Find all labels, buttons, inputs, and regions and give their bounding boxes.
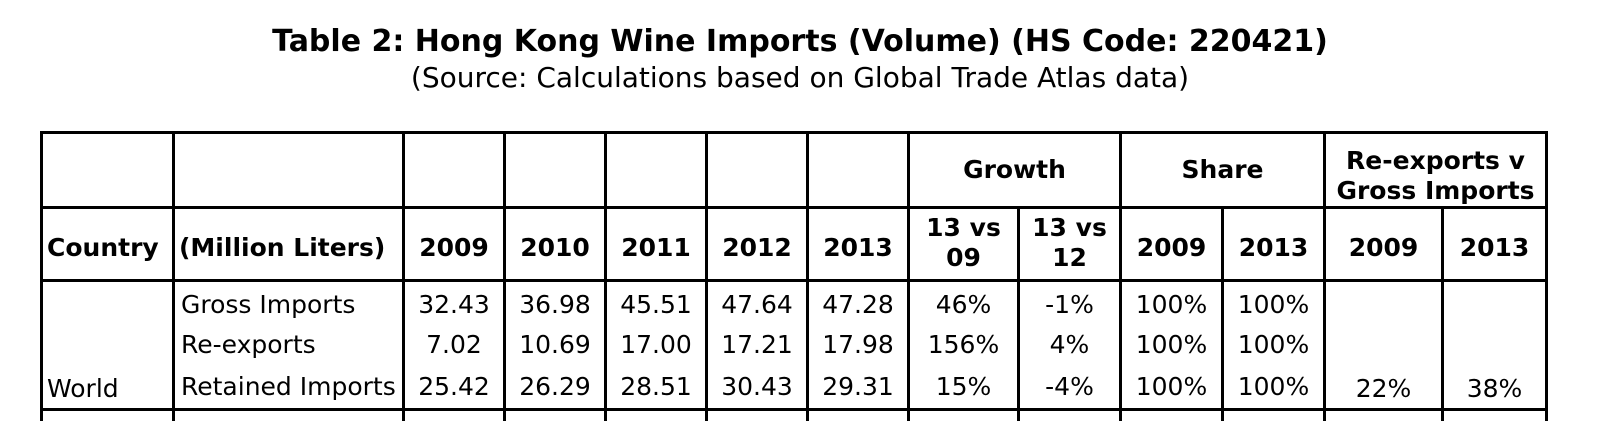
header-blank bbox=[806, 131, 910, 209]
growth-cell: 15% bbox=[907, 366, 1020, 410]
reexport-ratio-2013: 38% bbox=[1441, 280, 1548, 410]
value-cell: 29.31 bbox=[806, 366, 910, 410]
header-blank bbox=[172, 131, 405, 209]
growth-cell: 156% bbox=[907, 324, 1020, 366]
growth-cell: 4% bbox=[1017, 324, 1122, 366]
value-cell: 36.98 bbox=[503, 280, 607, 324]
share-cell: 100% bbox=[1221, 324, 1326, 366]
wine-imports-table: Growth Share Re-exports v Gross Imports C… bbox=[40, 131, 1548, 421]
value-cell: 47.64 bbox=[705, 280, 809, 324]
value-cell: 28.51 bbox=[604, 366, 708, 410]
header-year: 2012 bbox=[705, 206, 809, 282]
value-cell: 17.00 bbox=[604, 324, 708, 366]
header-year: 2013 bbox=[806, 206, 910, 282]
table-row: World Gross Imports 32.43 36.98 45.51 47… bbox=[40, 280, 1548, 410]
header-reexports-line1: Re-exports v bbox=[1346, 146, 1525, 175]
country-cell: World bbox=[40, 280, 175, 410]
header-country: Country bbox=[40, 206, 175, 282]
row-label: Gross Imports bbox=[172, 280, 405, 324]
growth-cell: -1% bbox=[1017, 280, 1122, 324]
value-cell: 26.29 bbox=[503, 366, 607, 410]
share-cell: 100% bbox=[1221, 280, 1326, 324]
header-growth: Growth bbox=[907, 131, 1122, 209]
value-cell: 7.02 bbox=[402, 324, 506, 366]
header-share-2013: 2013 bbox=[1221, 206, 1326, 282]
header-year: 2010 bbox=[503, 206, 607, 282]
header-blank bbox=[40, 131, 175, 209]
value-cell: 10.69 bbox=[503, 324, 607, 366]
header-growth-line1: 13 vs bbox=[926, 213, 1001, 242]
value-cell: 45.51 bbox=[604, 280, 708, 324]
value-cell: 30.43 bbox=[705, 366, 809, 410]
share-cell: 100% bbox=[1221, 366, 1326, 410]
header-year: 2009 bbox=[402, 206, 506, 282]
row-label: Retained Imports bbox=[172, 366, 405, 410]
header-share: Share bbox=[1119, 131, 1326, 209]
header-reexport-2013: 2013 bbox=[1441, 206, 1548, 282]
header-blank bbox=[402, 131, 506, 209]
header-growth-13-vs-12: 13 vs 12 bbox=[1017, 206, 1122, 282]
value-cell: 17.98 bbox=[806, 324, 910, 366]
header-unit: (Million Liters) bbox=[172, 206, 405, 282]
header-growth-line2: 12 bbox=[1052, 243, 1087, 272]
header-reexports-v-gross: Re-exports v Gross Imports bbox=[1323, 131, 1548, 209]
reexport-ratio-2009: 22% bbox=[1323, 280, 1444, 410]
growth-cell: 46% bbox=[907, 280, 1020, 324]
value-cell: 32.43 bbox=[402, 280, 506, 324]
value-cell: 47.28 bbox=[806, 280, 910, 324]
share-cell: 100% bbox=[1119, 324, 1224, 366]
header-year: 2011 bbox=[604, 206, 708, 282]
header-blank bbox=[503, 131, 607, 209]
header-reexport-2009: 2009 bbox=[1323, 206, 1444, 282]
table-source: (Source: Calculations based on Global Tr… bbox=[410, 61, 1190, 94]
header-growth-line2: 09 bbox=[946, 243, 981, 272]
growth-cell: -4% bbox=[1017, 366, 1122, 410]
table-row: Re-exports 7.02 10.69 17.00 17.21 17.98 … bbox=[42, 324, 1547, 366]
header-row-top: Growth Share Re-exports v Gross Imports bbox=[40, 131, 1548, 209]
table-row: Retained Imports 25.42 26.29 28.51 30.43… bbox=[42, 366, 1547, 410]
header-reexports-line2: Gross Imports bbox=[1336, 176, 1535, 205]
table-row-continuation bbox=[40, 408, 1548, 421]
header-blank bbox=[604, 131, 708, 209]
value-cell: 17.21 bbox=[705, 324, 809, 366]
share-cell: 100% bbox=[1119, 280, 1224, 324]
table-title: Table 2: Hong Kong Wine Imports (Volume)… bbox=[272, 24, 1328, 59]
header-share-2009: 2009 bbox=[1119, 206, 1224, 282]
share-cell: 100% bbox=[1119, 366, 1224, 410]
value-cell: 25.42 bbox=[402, 366, 506, 410]
header-growth-13-vs-09: 13 vs 09 bbox=[907, 206, 1020, 282]
row-label: Re-exports bbox=[172, 324, 405, 366]
header-growth-line1: 13 vs bbox=[1032, 213, 1107, 242]
header-blank bbox=[705, 131, 809, 209]
header-row-bottom: Country (Million Liters) 2009 2010 2011 … bbox=[40, 206, 1548, 282]
